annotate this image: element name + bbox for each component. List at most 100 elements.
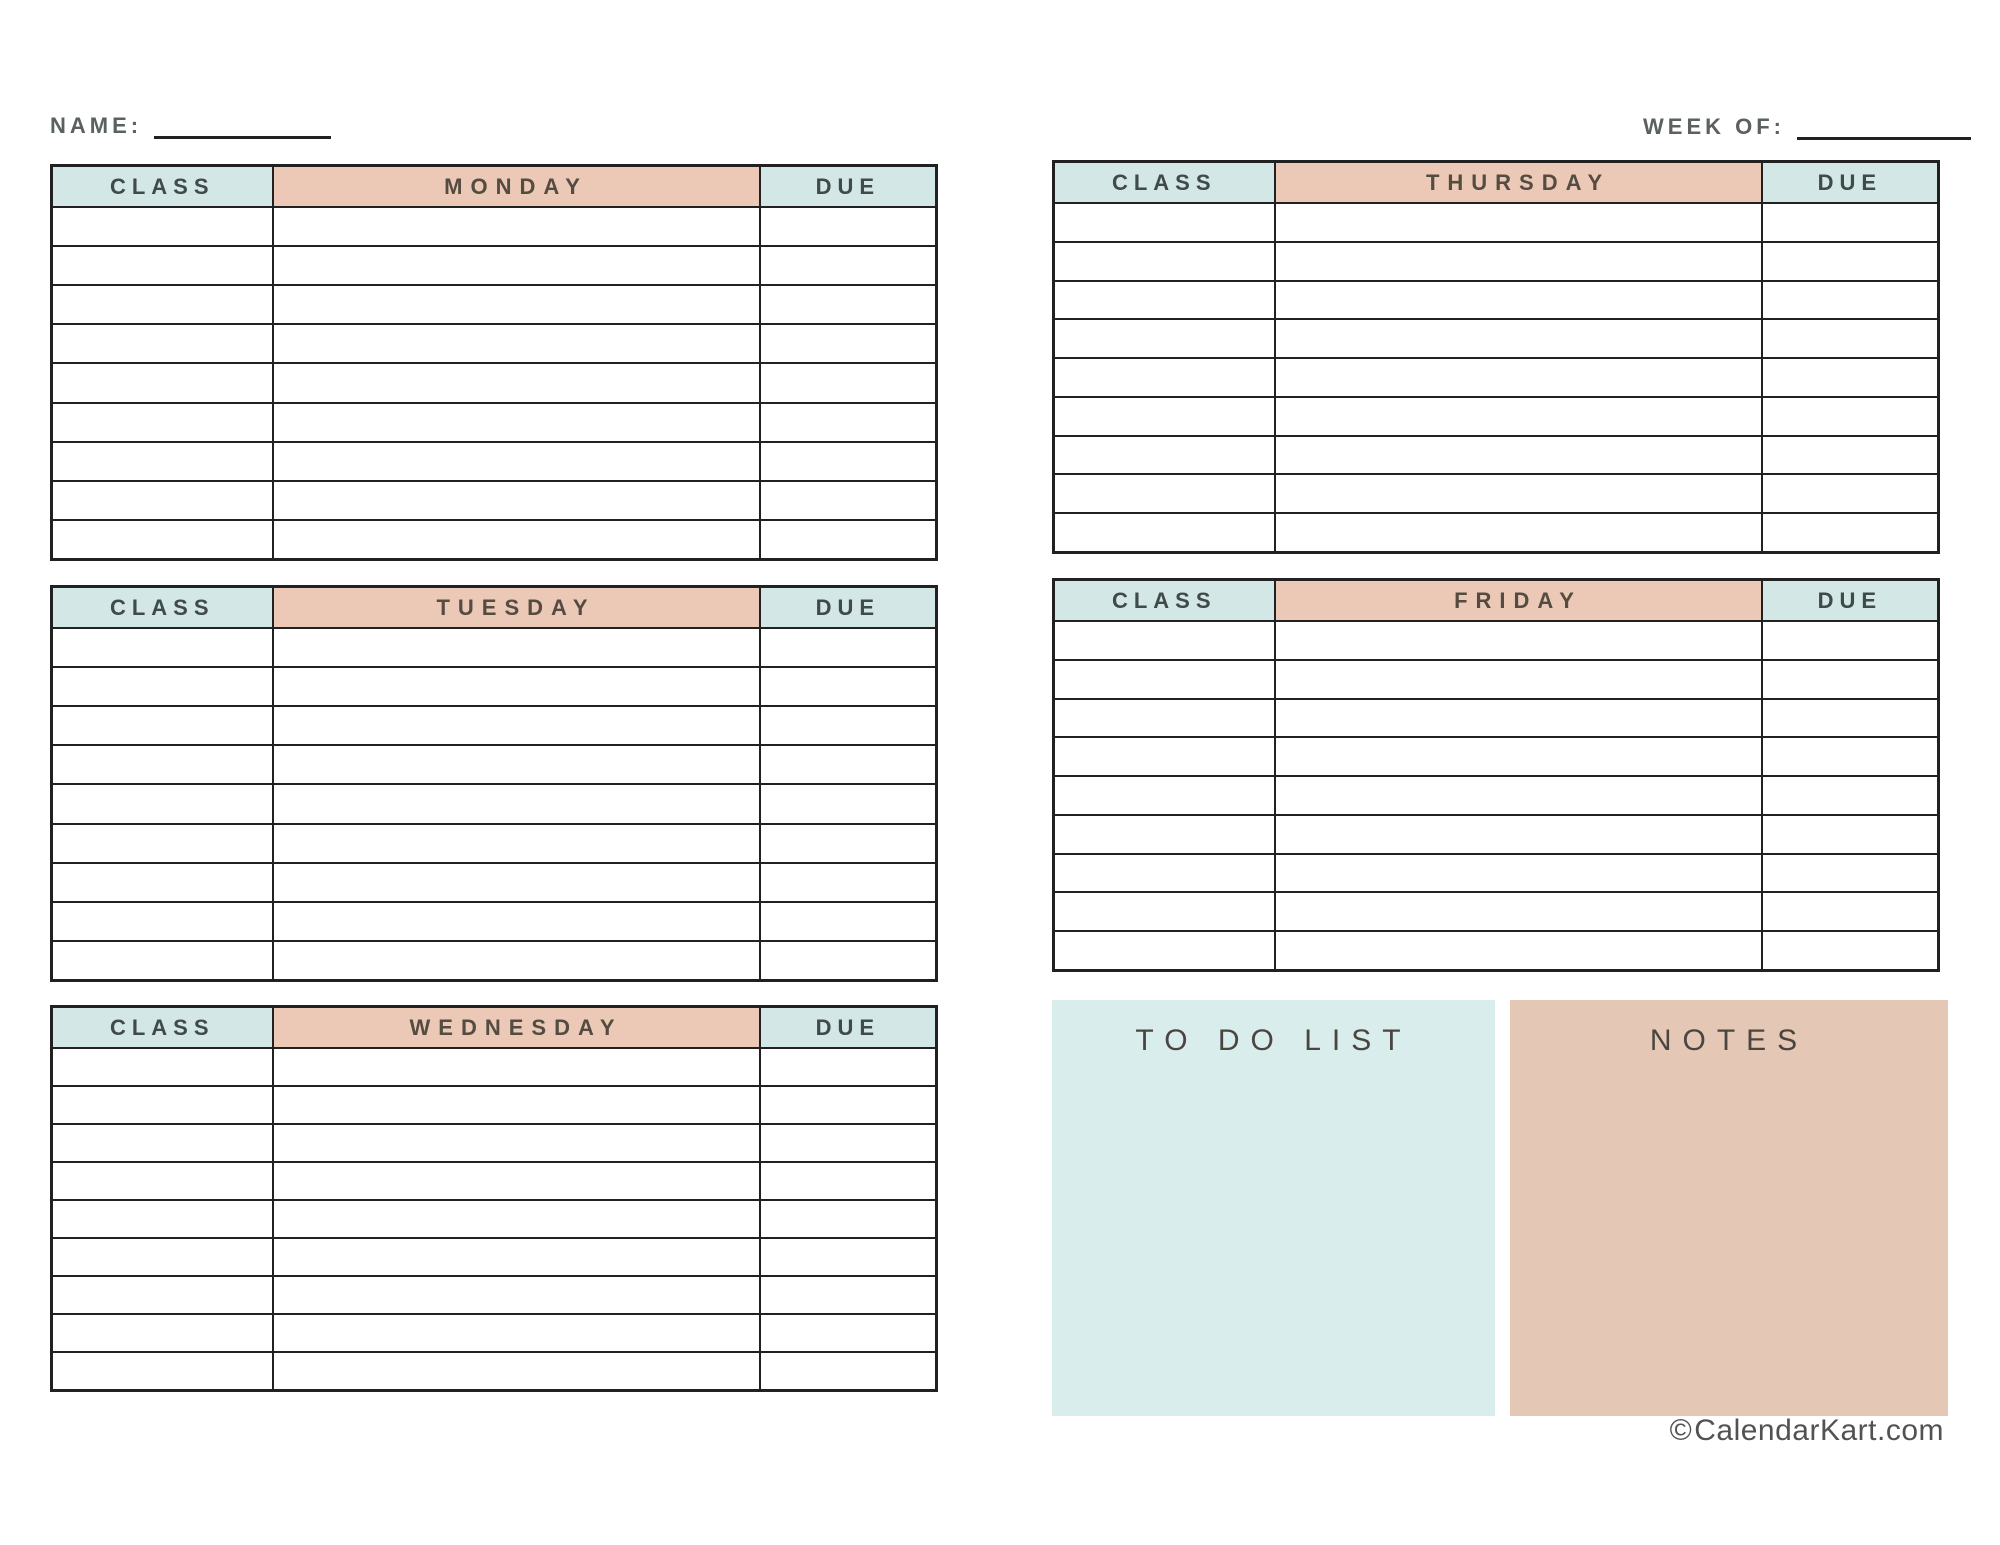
assignment-input-cell[interactable] xyxy=(1276,661,1761,698)
assignment-input-cell[interactable] xyxy=(1276,777,1761,814)
class-input-cell[interactable] xyxy=(1055,397,1276,435)
due-input-cell[interactable] xyxy=(758,481,935,519)
assignment-input-cell[interactable] xyxy=(274,668,759,705)
class-input-cell[interactable] xyxy=(53,520,274,558)
assignment-input-cell[interactable] xyxy=(274,443,759,480)
assignment-input-cell[interactable] xyxy=(1276,320,1761,357)
class-input-cell[interactable] xyxy=(1055,320,1276,358)
week-of-blank-line[interactable] xyxy=(1797,107,1971,140)
name-blank-line[interactable] xyxy=(154,106,332,139)
assignment-input-cell[interactable] xyxy=(1276,398,1761,435)
due-input-cell[interactable] xyxy=(758,1353,935,1389)
due-input-cell[interactable] xyxy=(1760,359,1937,396)
due-input-cell[interactable] xyxy=(758,1087,935,1123)
class-input-cell[interactable] xyxy=(53,1087,274,1123)
assignment-input-cell[interactable] xyxy=(274,1277,759,1313)
due-input-cell[interactable] xyxy=(1760,932,1937,970)
assignment-input-cell[interactable] xyxy=(274,825,759,862)
assignment-input-cell[interactable] xyxy=(274,208,759,245)
assignment-input-cell[interactable] xyxy=(274,404,759,441)
class-input-cell[interactable] xyxy=(1055,436,1276,474)
class-input-cell[interactable] xyxy=(53,902,274,940)
class-input-cell[interactable] xyxy=(53,941,274,979)
due-input-cell[interactable] xyxy=(1760,475,1937,513)
class-input-cell[interactable] xyxy=(53,481,274,519)
due-input-cell[interactable] xyxy=(758,941,935,979)
class-input-cell[interactable] xyxy=(1055,622,1276,659)
assignment-input-cell[interactable] xyxy=(274,1125,759,1161)
due-input-cell[interactable] xyxy=(758,520,935,558)
class-input-cell[interactable] xyxy=(53,1277,274,1313)
assignment-input-cell[interactable] xyxy=(1276,893,1761,930)
class-input-cell[interactable] xyxy=(1055,699,1276,737)
due-input-cell[interactable] xyxy=(1760,738,1937,776)
todo-list-writing-area[interactable] xyxy=(1052,1056,1495,1416)
due-input-cell[interactable] xyxy=(758,785,935,823)
assignment-input-cell[interactable] xyxy=(1276,359,1761,396)
assignment-input-cell[interactable] xyxy=(274,1087,759,1123)
assignment-input-cell[interactable] xyxy=(1276,932,1761,969)
class-input-cell[interactable] xyxy=(53,247,274,285)
class-input-cell[interactable] xyxy=(53,1239,274,1275)
due-input-cell[interactable] xyxy=(758,1125,935,1161)
assignment-input-cell[interactable] xyxy=(274,1353,759,1389)
assignment-input-cell[interactable] xyxy=(274,1239,759,1275)
due-input-cell[interactable] xyxy=(758,746,935,784)
class-input-cell[interactable] xyxy=(53,863,274,901)
class-input-cell[interactable] xyxy=(1055,281,1276,319)
assignment-input-cell[interactable] xyxy=(274,482,759,519)
assignment-input-cell[interactable] xyxy=(274,746,759,783)
assignment-input-cell[interactable] xyxy=(1276,282,1761,319)
due-input-cell[interactable] xyxy=(1760,436,1937,474)
due-input-cell[interactable] xyxy=(758,325,935,363)
due-input-cell[interactable] xyxy=(1760,854,1937,892)
class-input-cell[interactable] xyxy=(53,1201,274,1237)
class-input-cell[interactable] xyxy=(53,1125,274,1161)
class-input-cell[interactable] xyxy=(1055,359,1276,396)
class-input-cell[interactable] xyxy=(53,208,274,246)
due-input-cell[interactable] xyxy=(1760,815,1937,853)
due-input-cell[interactable] xyxy=(1760,622,1937,659)
class-input-cell[interactable] xyxy=(53,746,274,784)
assignment-input-cell[interactable] xyxy=(1276,700,1761,737)
class-input-cell[interactable] xyxy=(53,707,274,745)
due-input-cell[interactable] xyxy=(1760,204,1937,241)
class-input-cell[interactable] xyxy=(53,1315,274,1351)
due-input-cell[interactable] xyxy=(1760,514,1937,552)
class-input-cell[interactable] xyxy=(53,668,274,706)
class-input-cell[interactable] xyxy=(1055,815,1276,853)
assignment-input-cell[interactable] xyxy=(274,942,759,979)
assignment-input-cell[interactable] xyxy=(1276,475,1761,512)
due-input-cell[interactable] xyxy=(758,403,935,441)
due-input-cell[interactable] xyxy=(1760,660,1937,698)
class-input-cell[interactable] xyxy=(1055,738,1276,776)
due-input-cell[interactable] xyxy=(758,863,935,901)
due-input-cell[interactable] xyxy=(758,668,935,706)
due-input-cell[interactable] xyxy=(758,1315,935,1351)
assignment-input-cell[interactable] xyxy=(274,325,759,362)
class-input-cell[interactable] xyxy=(1055,660,1276,698)
class-input-cell[interactable] xyxy=(53,824,274,862)
assignment-input-cell[interactable] xyxy=(274,247,759,284)
assignment-input-cell[interactable] xyxy=(274,364,759,401)
due-input-cell[interactable] xyxy=(758,364,935,402)
class-input-cell[interactable] xyxy=(1055,893,1276,931)
class-input-cell[interactable] xyxy=(53,1049,274,1085)
due-input-cell[interactable] xyxy=(758,442,935,480)
assignment-input-cell[interactable] xyxy=(1276,437,1761,474)
due-input-cell[interactable] xyxy=(1760,242,1937,280)
due-input-cell[interactable] xyxy=(758,247,935,285)
due-input-cell[interactable] xyxy=(1760,397,1937,435)
class-input-cell[interactable] xyxy=(53,286,274,324)
due-input-cell[interactable] xyxy=(758,707,935,745)
assignment-input-cell[interactable] xyxy=(1276,738,1761,775)
assignment-input-cell[interactable] xyxy=(1276,622,1761,659)
assignment-input-cell[interactable] xyxy=(274,1049,759,1085)
due-input-cell[interactable] xyxy=(758,1239,935,1275)
assignment-input-cell[interactable] xyxy=(274,903,759,940)
class-input-cell[interactable] xyxy=(53,1163,274,1199)
assignment-input-cell[interactable] xyxy=(274,1201,759,1237)
class-input-cell[interactable] xyxy=(53,325,274,363)
due-input-cell[interactable] xyxy=(1760,281,1937,319)
class-input-cell[interactable] xyxy=(53,1353,274,1389)
